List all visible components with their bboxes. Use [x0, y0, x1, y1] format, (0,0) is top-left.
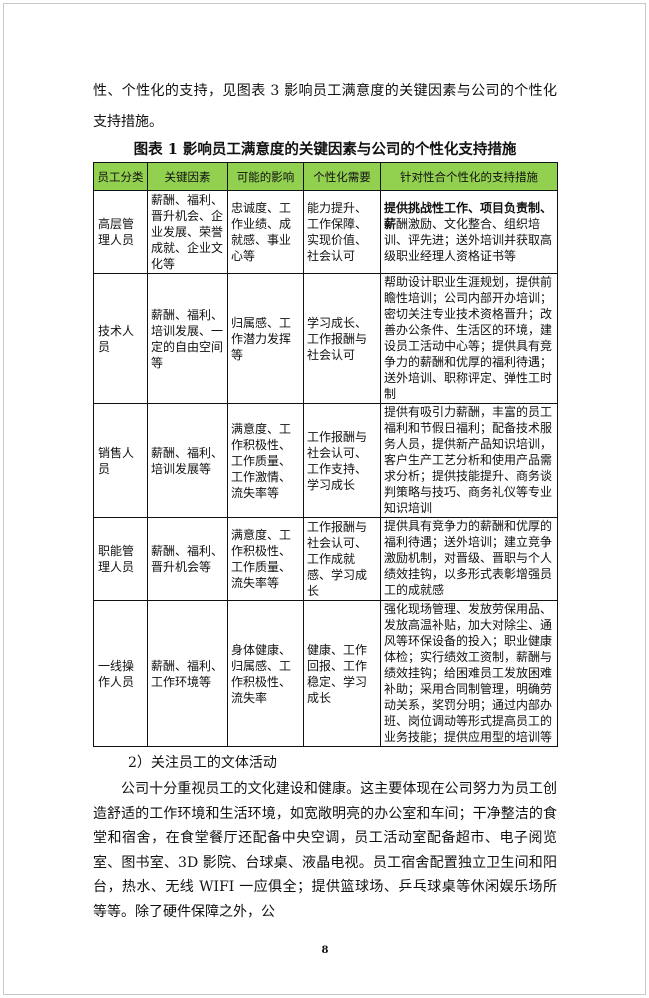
section-heading: 2）关注员工的文体活动 — [128, 755, 277, 771]
page-content: 性、个性化的支持，见图表 3 影响员工满意度的关键因素与公司的个性化支持措施。 … — [93, 0, 558, 998]
table-caption: 图表 1 影响员工满意度的关键因素与公司的个性化支持措施 — [133, 141, 517, 158]
cell-category: 一线操作人员 — [93, 600, 148, 747]
table-row: 职能管理人员 薪酬、福利、晋升机会等 满意度、工作积极性、工作质量、流失率等 工作报酬… — [93, 517, 558, 601]
support-measures-table: 员工分类 关键因素 可能的影响 个性化需要 针对性合个性化的支持措施 高层管理人… — [93, 162, 558, 747]
measures-text: 帮助设计职业生涯规划，提供前瞻性培训；公司内部开办培训；密切关注专业技术资格晋升… — [384, 275, 553, 401]
page-number: 8 — [321, 945, 329, 956]
cell-needs: 学习成长、工作报酬与社会认可 — [303, 273, 381, 404]
header-needs: 个性化需要 — [303, 162, 381, 191]
cell-category: 高层管理人员 — [93, 190, 148, 274]
cell-category: 职能管理人员 — [93, 517, 148, 601]
measures-text: 提供有吸引力薪酬，丰富的员工福利和节假日福利；配备技术服务人员，提供新产品知识培… — [384, 405, 553, 515]
cell-measures: 提供挑战性工作、项目负责制、薪酬激励、文化整合、组织培训、评先进；送外培训并获取… — [380, 190, 558, 274]
cell-needs: 工作报酬与社会认可、工作支持、学习成长 — [303, 403, 381, 518]
cell-impact: 满意度、工作积极性、工作质量、工作激情、流失率等 — [227, 403, 304, 518]
body-text: 公司十分重视员工的文化建设和健康。这主要体现在公司努力为员工创造舒适的工作环境和… — [93, 781, 557, 920]
intro-paragraph: 性、个性化的支持，见图表 3 影响员工满意度的关键因素与公司的个性化支持措施。 — [93, 83, 557, 130]
cell-category: 销售人员 — [93, 403, 148, 518]
table-row: 高层管理人员 薪酬、福利、晋升机会、企业发展、荣誉成就、企业文化等 忠诚度、工作业绩… — [93, 190, 558, 274]
cell-factors: 薪酬、福利、晋升机会等 — [147, 517, 228, 601]
cell-needs: 能力提升、工作保障、实现价值、社会认可 — [303, 190, 381, 274]
measures-text: 强化现场管理、发放劳保用品、发放高温补贴，加大对除尘、通风等环保设备的投入；职业… — [384, 602, 553, 744]
cell-factors: 薪酬、福利、晋升机会、企业发展、荣誉成就、企业文化等 — [147, 190, 228, 274]
header-factors: 关键因素 — [147, 162, 228, 191]
cell-impact: 满意度、工作积极性、工作质量、流失率等 — [227, 517, 304, 601]
measures-text: 提供具有竞争力的薪酬和优厚的福利待遇；送外培训；建立竞争激励机制，对晋级、晋职与… — [384, 519, 553, 597]
cell-impact: 身体健康、归属感、工作积极性、流失率 — [227, 600, 304, 747]
cell-needs: 健康、工作回报、工作稳定、学习成长 — [303, 600, 381, 747]
body-paragraph: 公司十分重视员工的文化建设和健康。这主要体现在公司努力为员工创造舒适的工作环境和… — [93, 777, 557, 924]
measures-bold-text: 提供挑战性工作、项目负责制、薪 — [384, 200, 553, 231]
cell-measures: 强化现场管理、发放劳保用品、发放高温补贴，加大对除尘、通风等环保设备的投入；职业… — [380, 600, 558, 747]
cell-measures: 提供有吸引力薪酬，丰富的员工福利和节假日福利；配备技术服务人员，提供新产品知识培… — [380, 403, 558, 518]
cell-factors: 薪酬、福利、培训发展等 — [147, 403, 228, 518]
measures-text: 酬激励、文化整合、组织培训、评先进；送外培训并获取高级职业经理人资格证书等 — [384, 216, 553, 263]
table-row: 一线操作人员 薪酬、福利、工作环境等 身体健康、归属感、工作积极性、流失率 健康、工作… — [93, 600, 558, 747]
cell-measures: 帮助设计职业生涯规划，提供前瞻性培训；公司内部开办培训；密切关注专业技术资格晋升… — [380, 273, 558, 404]
cell-category: 技术人员 — [93, 273, 148, 404]
cell-factors: 薪酬、福利、工作环境等 — [147, 600, 228, 747]
header-impact: 可能的影响 — [227, 162, 304, 191]
cell-measures: 提供具有竞争力的薪酬和优厚的福利待遇；送外培训；建立竞争激励机制，对晋级、晋职与… — [380, 517, 558, 601]
cell-needs: 工作报酬与社会认可、工作成就感、学习成长 — [303, 517, 381, 601]
cell-factors: 薪酬、福利、培训发展、一定的自由空间等 — [147, 273, 228, 404]
cell-impact: 归属感、工作潜力发挥等 — [227, 273, 304, 404]
table-row: 技术人员 薪酬、福利、培训发展、一定的自由空间等 归属感、工作潜力发挥等 学习成长、工… — [93, 273, 558, 404]
header-measures: 针对性合个性化的支持措施 — [380, 162, 558, 191]
table-header-row: 员工分类 关键因素 可能的影响 个性化需要 针对性合个性化的支持措施 — [93, 162, 558, 191]
header-category: 员工分类 — [93, 162, 148, 191]
cell-impact: 忠诚度、工作业绩、成就感、事业心等 — [227, 190, 304, 274]
table-row: 销售人员 薪酬、福利、培训发展等 满意度、工作积极性、工作质量、工作激情、流失率等工… — [93, 403, 558, 518]
